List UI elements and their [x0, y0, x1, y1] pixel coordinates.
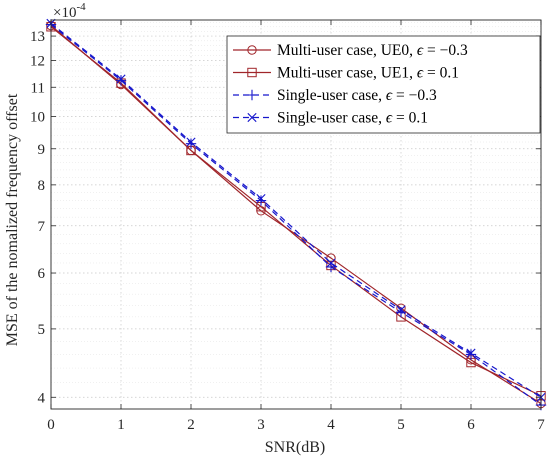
series-3-point: [466, 348, 476, 358]
y-tick-label: 4: [38, 390, 46, 406]
y-tick-label: 13: [30, 29, 45, 45]
legend-marker-0: [247, 45, 257, 55]
y-tick-label: 5: [38, 322, 46, 338]
x-tick-label: 2: [187, 417, 195, 433]
y-tick-label: 7: [38, 219, 46, 235]
plot-frame: [50, 19, 542, 410]
legend-box: [226, 35, 541, 134]
x-tick-label: 5: [397, 417, 405, 433]
series-1-line: [50, 26, 542, 397]
y-tick-label: 10: [30, 109, 45, 125]
series-2-point: [465, 349, 477, 360]
legend-label-1: Multi-user case, UE1, ϵ = 0.1: [277, 65, 459, 82]
y-axis-label: MSE of the nomalized frequency offset: [4, 93, 21, 346]
series-3-point: [256, 193, 266, 204]
x-tick-label: 0: [47, 417, 55, 433]
series-3-point: [116, 74, 126, 84]
series-3-point: [186, 137, 196, 147]
x-tick-label: 7: [537, 417, 545, 433]
legend-marker-1: [247, 67, 257, 78]
series-2-point: [395, 307, 407, 318]
series-2-point: [115, 75, 127, 86]
x-tick-label: 1: [117, 417, 125, 433]
legend-label-3: Single-user case, ϵ = 0.1: [277, 110, 428, 127]
y-tick-label: 11: [31, 80, 45, 96]
y-tick-label: 12: [30, 54, 45, 70]
series-2-point: [185, 138, 197, 149]
x-tick-label: 4: [327, 417, 335, 433]
y-tick-label: 9: [38, 142, 46, 158]
legend-label-2: Single-user case, ϵ = −0.3: [277, 87, 437, 104]
y-tick-label: 8: [38, 178, 46, 194]
series-2-line: [50, 24, 542, 406]
series-3-point: [396, 305, 406, 315]
series-3-point: [326, 258, 336, 268]
legend-label-0: Multi-user case, UE0, ϵ = −0.3: [277, 42, 468, 59]
series-layer: [45, 18, 547, 411]
legend: Multi-user case, UE0, ϵ = −0.3 Multi-user…: [226, 35, 541, 134]
y-exponent-label: ×10-4: [53, 1, 86, 21]
x-axis-label: SNR(dB): [265, 439, 325, 456]
legend-marker-3: [247, 112, 257, 123]
series-3-line: [50, 22, 542, 398]
x-tick-label: 6: [467, 417, 475, 433]
series-2-point: [255, 195, 267, 206]
y-tick-label: 6: [38, 266, 46, 282]
x-tick-label: 3: [257, 417, 265, 433]
legend-marker-2: [246, 89, 258, 101]
